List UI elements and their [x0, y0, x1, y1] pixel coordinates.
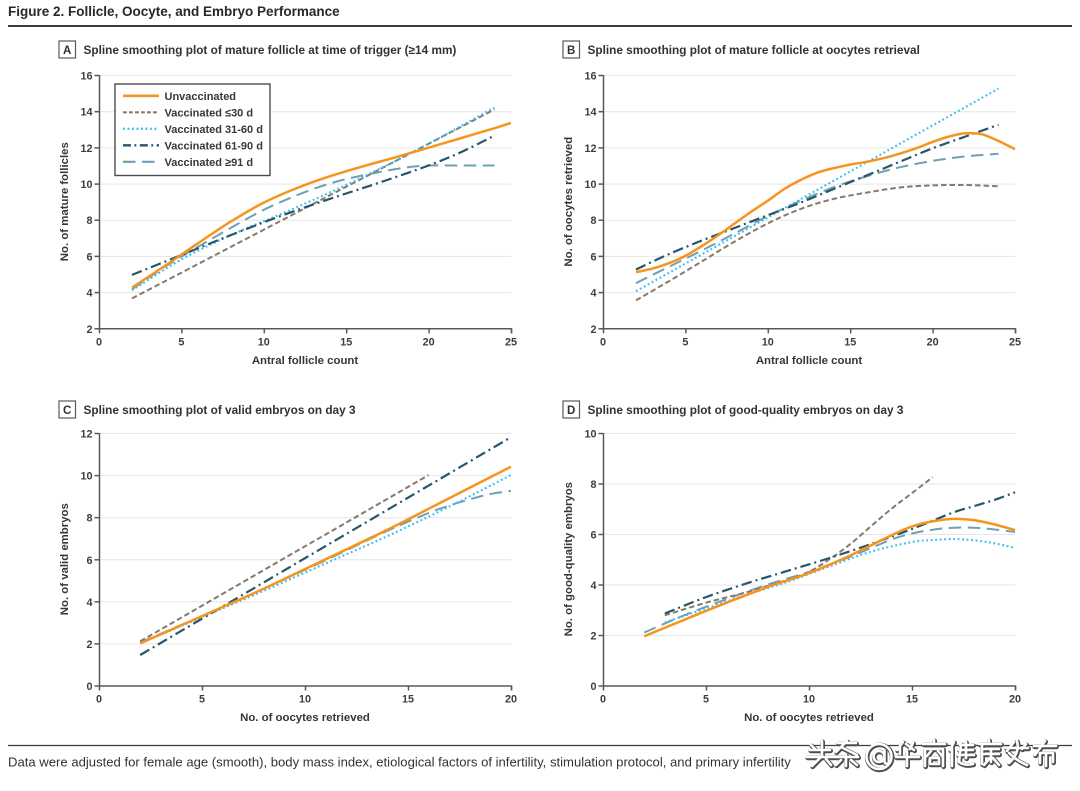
svg-text:Vaccinated ≤30 d: Vaccinated ≤30 d: [165, 107, 254, 119]
svg-text:Antral follicle count: Antral follicle count: [252, 355, 359, 367]
svg-text:15: 15: [844, 337, 856, 349]
svg-text:0: 0: [600, 694, 606, 706]
svg-text:0: 0: [86, 681, 92, 693]
svg-text:5: 5: [703, 694, 709, 706]
svg-text:20: 20: [1009, 694, 1021, 706]
svg-text:2: 2: [86, 639, 92, 651]
svg-text:No. of oocytes retrieved: No. of oocytes retrieved: [240, 712, 370, 724]
svg-text:20: 20: [927, 337, 939, 349]
svg-text:4: 4: [86, 288, 92, 300]
svg-text:Spline smoothing plot of matur: Spline smoothing plot of mature follicle…: [84, 43, 457, 57]
svg-text:Figure 2. Follicle, Oocyte, an: Figure 2. Follicle, Oocyte, and Embryo P…: [8, 4, 340, 19]
svg-text:20: 20: [423, 337, 435, 349]
svg-text:10: 10: [80, 179, 92, 191]
svg-text:2: 2: [86, 324, 92, 336]
svg-text:Antral follicle count: Antral follicle count: [756, 355, 863, 367]
svg-text:No. of oocytes retrieved: No. of oocytes retrieved: [563, 137, 575, 267]
svg-text:5: 5: [178, 337, 184, 349]
svg-text:6: 6: [86, 555, 92, 567]
svg-text:14: 14: [584, 107, 596, 119]
svg-text:25: 25: [1009, 337, 1021, 349]
svg-text:A: A: [63, 45, 71, 57]
svg-text:8: 8: [86, 513, 92, 525]
svg-text:12: 12: [80, 429, 92, 441]
svg-text:Vaccinated ≥91 d: Vaccinated ≥91 d: [165, 157, 254, 169]
svg-text:16: 16: [584, 71, 596, 83]
svg-text:6: 6: [86, 251, 92, 263]
svg-text:4: 4: [86, 597, 92, 609]
svg-text:2: 2: [590, 631, 596, 643]
svg-text:No. of valid embryos: No. of valid embryos: [59, 503, 71, 615]
svg-text:Data were adjusted for female: Data were adjusted for female age (smoot…: [8, 755, 791, 770]
svg-text:4: 4: [590, 288, 596, 300]
svg-text:6: 6: [590, 251, 596, 263]
svg-text:10: 10: [299, 694, 311, 706]
svg-text:No. of good-quality embryos: No. of good-quality embryos: [563, 482, 575, 636]
svg-text:0: 0: [590, 681, 596, 693]
svg-text:D: D: [567, 405, 575, 417]
svg-text:25: 25: [505, 337, 517, 349]
svg-text:0: 0: [600, 337, 606, 349]
svg-text:0: 0: [96, 337, 102, 349]
svg-text:15: 15: [402, 694, 414, 706]
svg-text:6: 6: [590, 530, 596, 542]
svg-text:Vaccinated 31-60 d: Vaccinated 31-60 d: [165, 124, 263, 136]
svg-text:20: 20: [505, 694, 517, 706]
svg-text:10: 10: [584, 429, 596, 441]
svg-text:B: B: [567, 45, 575, 57]
svg-text:16: 16: [80, 71, 92, 83]
svg-text:Spline smoothing plot of matur: Spline smoothing plot of mature follicle…: [588, 43, 920, 57]
svg-text:No. of mature follicles: No. of mature follicles: [59, 142, 71, 261]
svg-text:12: 12: [584, 143, 596, 155]
svg-text:8: 8: [590, 215, 596, 227]
svg-text:10: 10: [80, 471, 92, 483]
svg-text:10: 10: [584, 179, 596, 191]
svg-text:Spline smoothing plot of valid: Spline smoothing plot of valid embryos o…: [84, 403, 356, 417]
svg-text:10: 10: [803, 694, 815, 706]
svg-text:Spline smoothing plot of good-: Spline smoothing plot of good-quality em…: [588, 403, 904, 417]
svg-text:C: C: [63, 405, 71, 417]
svg-text:15: 15: [906, 694, 918, 706]
svg-text:Unvaccinated: Unvaccinated: [165, 91, 237, 103]
svg-text:8: 8: [86, 215, 92, 227]
svg-text:5: 5: [199, 694, 205, 706]
svg-text:10: 10: [258, 337, 270, 349]
svg-text:4: 4: [590, 580, 596, 592]
svg-text:No. of oocytes retrieved: No. of oocytes retrieved: [744, 712, 874, 724]
svg-text:8: 8: [590, 479, 596, 491]
svg-text:15: 15: [340, 337, 352, 349]
svg-text:10: 10: [762, 337, 774, 349]
svg-text:12: 12: [80, 143, 92, 155]
svg-text:5: 5: [682, 337, 688, 349]
svg-text:14: 14: [80, 107, 92, 119]
svg-text:2: 2: [590, 324, 596, 336]
svg-text:Vaccinated 61-90 d: Vaccinated 61-90 d: [165, 140, 263, 152]
svg-text:0: 0: [96, 694, 102, 706]
